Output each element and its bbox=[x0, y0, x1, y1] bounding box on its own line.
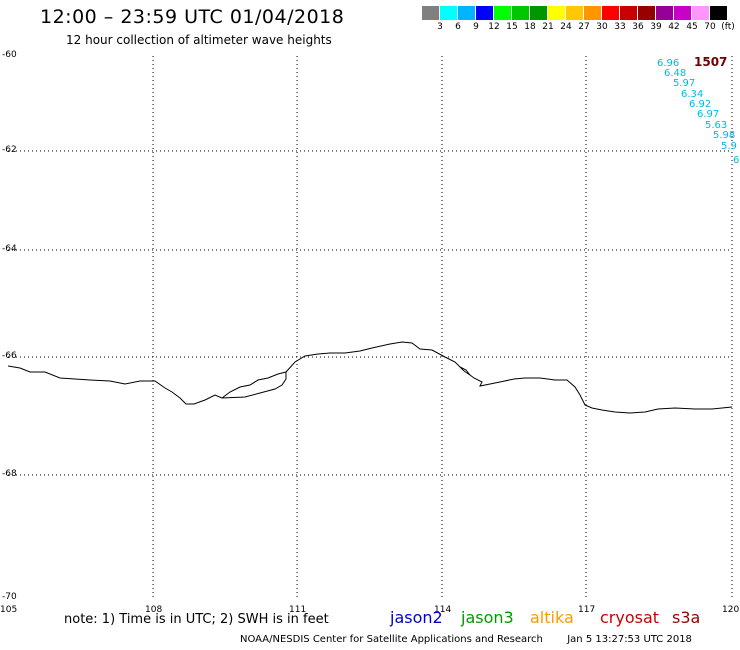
colorbar-label: 12 bbox=[488, 22, 500, 32]
track-count-label: 1507 bbox=[694, 55, 727, 69]
wave-height-value: 6.92 bbox=[689, 99, 711, 110]
graticule bbox=[8, 56, 733, 600]
wave-height-value: 6.97 bbox=[697, 109, 719, 120]
longitude-label: 108 bbox=[145, 605, 163, 615]
colorbar-label: 9 bbox=[473, 22, 479, 32]
colorbar-swatch bbox=[674, 6, 691, 20]
satellite-legend-altika: altika bbox=[530, 608, 574, 627]
footer-note: note: 1) Time is in UTC; 2) SWH is in fe… bbox=[64, 612, 329, 627]
longitude-label: 105 bbox=[0, 605, 18, 615]
map-title: 12:00 – 23:59 UTC 01/04/2018 bbox=[40, 6, 345, 28]
satellite-track: 1507 6.966.485.976.346.926.975.635.985.9… bbox=[657, 55, 739, 166]
wave-height-value: 5.97 bbox=[673, 78, 695, 89]
colorbar-swatch bbox=[620, 6, 637, 20]
wave-height-value: 6 bbox=[733, 155, 739, 166]
wave-height-value: 6.34 bbox=[681, 89, 703, 100]
satellite-legend-jason2: jason2 bbox=[390, 608, 443, 627]
wave-height-value: 5.9 bbox=[721, 141, 737, 152]
colorbar-swatch bbox=[476, 6, 493, 20]
footer-credit: NOAA/NESDIS Center for Satellite Applica… bbox=[240, 634, 692, 645]
latitude-label: -68 bbox=[2, 469, 17, 479]
longitude-label: 117 bbox=[578, 605, 596, 615]
longitude-label: 111 bbox=[289, 605, 307, 615]
colorbar-label: 42 bbox=[668, 22, 680, 32]
colorbar-label: 27 bbox=[578, 22, 590, 32]
colorbar-swatch bbox=[602, 6, 619, 20]
wave-height-value: 5.98 bbox=[713, 130, 735, 141]
latitude-label: -66 bbox=[2, 351, 17, 361]
colorbar-swatch bbox=[494, 6, 511, 20]
colorbar-swatch bbox=[710, 6, 727, 20]
colorbar-label: 3 bbox=[437, 22, 443, 32]
longitude-label: 114 bbox=[434, 605, 452, 615]
colorbar-swatch bbox=[584, 6, 601, 20]
credit-org: NOAA/NESDIS Center for Satellite Applica… bbox=[240, 634, 543, 645]
colorbar-label: 18 bbox=[524, 22, 536, 32]
coastline-inlet bbox=[221, 371, 287, 399]
colorbar-swatch bbox=[440, 6, 457, 20]
colorbar-swatch bbox=[638, 6, 655, 20]
colorbar-label: 36 bbox=[632, 22, 644, 32]
credit-timestamp: Jan 5 13:27:53 UTC 2018 bbox=[567, 634, 692, 645]
colorbar-swatch bbox=[656, 6, 673, 20]
satellite-legend-jason3: jason3 bbox=[461, 608, 514, 627]
colorbar-label: (ft) bbox=[721, 22, 735, 32]
wave-height-value: 6.96 bbox=[657, 58, 679, 69]
colorbar-swatch bbox=[566, 6, 583, 20]
colorbar-label: 70 bbox=[704, 22, 716, 32]
colorbar-label: 15 bbox=[506, 22, 518, 32]
map-subtitle: 12 hour collection of altimeter wave hei… bbox=[66, 33, 332, 47]
colorbar-label: 21 bbox=[542, 22, 554, 32]
colorbar-swatch bbox=[458, 6, 475, 20]
longitude-label: 120 bbox=[722, 605, 740, 615]
colorbar-label: 39 bbox=[650, 22, 662, 32]
latitude-label: -64 bbox=[2, 244, 17, 254]
colorbar-label: 45 bbox=[686, 22, 698, 32]
colorbar-swatch bbox=[530, 6, 547, 20]
colorbar-label: 24 bbox=[560, 22, 572, 32]
coastline-ice-tongue bbox=[459, 366, 471, 376]
satellite-legend-cryosat: cryosat bbox=[600, 608, 660, 627]
colorbar-label: 6 bbox=[455, 22, 461, 32]
antarctic-coastline bbox=[7, 341, 733, 414]
latitude-label: -70 bbox=[2, 592, 17, 602]
latitude-label: -62 bbox=[2, 145, 17, 155]
colorbar-label: 33 bbox=[614, 22, 626, 32]
wave-height-value: 5.63 bbox=[705, 120, 727, 131]
satellite-legend-s3a: s3a bbox=[672, 608, 701, 627]
colorbar-swatch bbox=[512, 6, 529, 20]
wave-height-value: 6.48 bbox=[664, 68, 686, 79]
latitude-label: -60 bbox=[2, 50, 17, 60]
colorbar-swatch bbox=[548, 6, 565, 20]
colorbar-swatch bbox=[422, 6, 439, 20]
colorbar-swatch bbox=[692, 6, 709, 20]
colorbar-label: 30 bbox=[596, 22, 608, 32]
